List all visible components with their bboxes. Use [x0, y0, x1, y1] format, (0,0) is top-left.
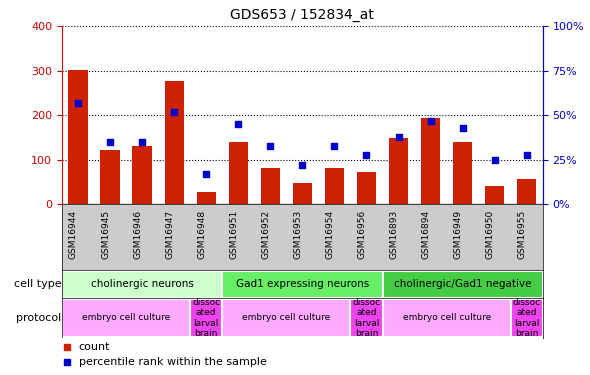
Point — [62, 344, 71, 350]
Bar — [421, 117, 440, 204]
Bar — [293, 183, 312, 204]
Bar — [62, 271, 222, 298]
Text: GSM16944: GSM16944 — [69, 210, 78, 259]
Bar — [325, 168, 344, 204]
Bar — [229, 142, 248, 204]
Bar — [133, 146, 152, 204]
Bar — [196, 192, 216, 204]
Point — [62, 359, 71, 365]
Bar — [485, 186, 504, 204]
Text: GSM16947: GSM16947 — [165, 210, 174, 259]
Bar — [261, 168, 280, 204]
Text: protocol: protocol — [16, 313, 61, 323]
Text: GSM16946: GSM16946 — [133, 210, 142, 259]
Point — [266, 142, 275, 148]
Text: GSM16893: GSM16893 — [389, 210, 399, 259]
Point — [137, 139, 147, 145]
Point — [522, 152, 532, 157]
Bar — [222, 271, 382, 298]
Bar — [517, 178, 536, 204]
Text: GSM16894: GSM16894 — [422, 210, 431, 259]
Bar — [190, 299, 222, 337]
Bar — [62, 299, 190, 337]
Bar — [382, 299, 511, 337]
Text: GSM16945: GSM16945 — [101, 210, 110, 259]
Text: Gad1 expressing neurons: Gad1 expressing neurons — [236, 279, 369, 289]
Point — [394, 134, 404, 140]
Text: GSM16950: GSM16950 — [486, 210, 494, 259]
Text: count: count — [79, 342, 110, 352]
Text: cell type: cell type — [14, 279, 61, 289]
Point — [73, 100, 83, 106]
Text: GSM16953: GSM16953 — [293, 210, 302, 259]
Text: GSM16948: GSM16948 — [197, 210, 206, 259]
Text: embryo cell culture: embryo cell culture — [82, 314, 170, 322]
Bar — [511, 299, 543, 337]
Point — [234, 121, 243, 127]
Text: GSM16954: GSM16954 — [326, 210, 335, 259]
Point — [362, 152, 371, 157]
Text: percentile rank within the sample: percentile rank within the sample — [79, 357, 267, 367]
Bar — [100, 150, 120, 204]
Text: GSM16952: GSM16952 — [261, 210, 270, 259]
Bar — [165, 81, 183, 204]
Text: GSM16956: GSM16956 — [358, 210, 366, 259]
Text: cholinergic neurons: cholinergic neurons — [91, 279, 194, 289]
Point — [169, 109, 179, 115]
Point — [458, 125, 467, 131]
Text: GSM16949: GSM16949 — [454, 210, 463, 259]
Text: embryo cell culture: embryo cell culture — [402, 314, 491, 322]
Point — [426, 118, 435, 124]
Bar — [453, 142, 472, 204]
Bar — [222, 299, 350, 337]
Bar — [68, 70, 87, 204]
Point — [330, 142, 339, 148]
Bar — [382, 271, 543, 298]
Bar — [357, 172, 376, 204]
Point — [490, 157, 499, 163]
Text: cholinergic/Gad1 negative: cholinergic/Gad1 negative — [394, 279, 532, 289]
Text: dissoc
ated
larval
brain: dissoc ated larval brain — [513, 298, 541, 338]
Point — [202, 171, 211, 177]
Text: GSM16951: GSM16951 — [230, 210, 238, 259]
Point — [105, 139, 114, 145]
Text: GSM16955: GSM16955 — [518, 210, 527, 259]
Text: embryo cell culture: embryo cell culture — [242, 314, 330, 322]
Bar — [350, 299, 382, 337]
Text: dissoc
ated
larval
brain: dissoc ated larval brain — [352, 298, 381, 338]
Bar — [389, 138, 408, 204]
Title: GDS653 / 152834_at: GDS653 / 152834_at — [231, 9, 374, 22]
Point — [297, 162, 307, 168]
Text: dissoc
ated
larval
brain: dissoc ated larval brain — [192, 298, 220, 338]
